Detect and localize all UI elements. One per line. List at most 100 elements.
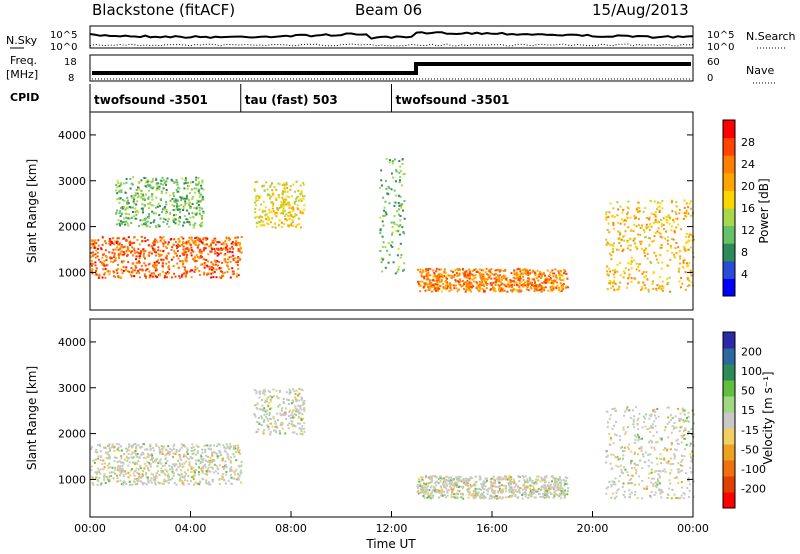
heatmap-cell — [298, 409, 300, 411]
heatmap-cell — [135, 218, 137, 220]
heatmap-cell — [218, 248, 220, 250]
heatmap-cell — [424, 284, 426, 286]
heatmap-cell — [402, 163, 404, 165]
heatmap-cell — [685, 472, 687, 474]
heatmap-cell — [155, 225, 157, 227]
heatmap-cell — [151, 193, 153, 195]
heatmap-cell — [201, 252, 203, 254]
heatmap-cell — [179, 449, 181, 451]
heatmap-cell — [231, 483, 233, 485]
heatmap-cell — [553, 275, 555, 277]
velocity-panel-bg — [90, 319, 693, 517]
heatmap-cell — [505, 479, 507, 481]
heatmap-cell — [93, 247, 95, 249]
heatmap-cell — [465, 484, 467, 486]
heatmap-cell — [212, 242, 214, 244]
heatmap-cell — [162, 177, 164, 179]
heatmap-cell — [400, 207, 402, 209]
heatmap-cell — [684, 200, 686, 202]
heatmap-cell — [443, 483, 445, 485]
heatmap-cell — [272, 194, 274, 196]
heatmap-cell — [664, 429, 666, 431]
heatmap-cell — [462, 280, 464, 282]
heatmap-cell — [137, 453, 139, 455]
heatmap-cell — [200, 264, 202, 266]
heatmap-cell — [163, 243, 165, 245]
heatmap-cell — [117, 480, 119, 482]
heatmap-cell — [673, 239, 675, 241]
heatmap-cell — [135, 443, 137, 445]
heatmap-cell — [131, 468, 133, 470]
heatmap-cell — [631, 460, 633, 462]
heatmap-cell — [151, 458, 153, 460]
heatmap-cell — [167, 473, 169, 475]
heatmap-cell — [211, 269, 213, 271]
heatmap-cell — [473, 490, 475, 492]
heatmap-cell — [465, 285, 467, 287]
heatmap-cell — [235, 240, 237, 242]
heatmap-cell — [184, 446, 186, 448]
heatmap-cell — [628, 448, 630, 450]
heatmap-cell — [475, 484, 477, 486]
heatmap-cell — [680, 277, 682, 279]
heatmap-cell — [126, 456, 128, 458]
heatmap-cell — [674, 422, 676, 424]
heatmap-cell — [190, 181, 192, 183]
heatmap-cell — [298, 200, 300, 202]
heatmap-cell — [493, 476, 495, 478]
heatmap-cell — [551, 493, 553, 495]
heatmap-cell — [193, 227, 195, 229]
heatmap-cell — [453, 484, 455, 486]
heatmap-cell — [154, 477, 156, 479]
heatmap-cell — [165, 212, 167, 214]
heatmap-cell — [614, 271, 616, 273]
heatmap-cell — [623, 483, 625, 485]
heatmap-cell — [610, 463, 612, 465]
heatmap-cell — [208, 464, 210, 466]
heatmap-cell — [527, 272, 529, 274]
heatmap-cell — [618, 480, 620, 482]
heatmap-cell — [184, 200, 186, 202]
heatmap-cell — [630, 217, 632, 219]
heatmap-cell — [400, 254, 402, 256]
heatmap-cell — [301, 389, 303, 391]
heatmap-cell — [96, 476, 98, 478]
heatmap-cell — [496, 495, 498, 497]
heatmap-cell — [657, 202, 659, 204]
heatmap-cell — [209, 448, 211, 450]
heatmap-cell — [629, 238, 631, 240]
heatmap-cell — [679, 258, 681, 260]
heatmap-cell — [287, 224, 289, 226]
heatmap-cell — [195, 482, 197, 484]
heatmap-cell — [194, 266, 196, 268]
heatmap-cell — [619, 439, 621, 441]
heatmap-cell — [675, 213, 677, 215]
heatmap-cell — [633, 419, 635, 421]
heatmap-cell — [622, 426, 624, 428]
heatmap-cell — [417, 269, 419, 271]
heatmap-cell — [666, 497, 668, 499]
heatmap-cell — [466, 281, 468, 283]
heatmap-cell — [201, 199, 203, 201]
heatmap-cell — [648, 477, 650, 479]
heatmap-cell — [456, 478, 458, 480]
heatmap-cell — [210, 277, 212, 279]
heatmap-cell — [429, 493, 431, 495]
heatmap-cell — [456, 268, 458, 270]
heatmap-cell — [495, 281, 497, 283]
colorbar-tick: 28 — [741, 136, 755, 149]
heatmap-cell — [162, 184, 164, 186]
heatmap-cell — [114, 467, 116, 469]
heatmap-cell — [637, 207, 639, 209]
heatmap-cell — [195, 459, 197, 461]
heatmap-cell — [211, 455, 213, 457]
heatmap-cell — [648, 428, 650, 430]
heatmap-cell — [500, 491, 502, 493]
heatmap-cell — [545, 286, 547, 288]
heatmap-cell — [476, 492, 478, 494]
heatmap-cell — [177, 209, 179, 211]
heatmap-cell — [557, 489, 559, 491]
heatmap-cell — [622, 472, 624, 474]
nave-label: Nave — [746, 64, 774, 77]
heatmap-cell — [530, 479, 532, 481]
